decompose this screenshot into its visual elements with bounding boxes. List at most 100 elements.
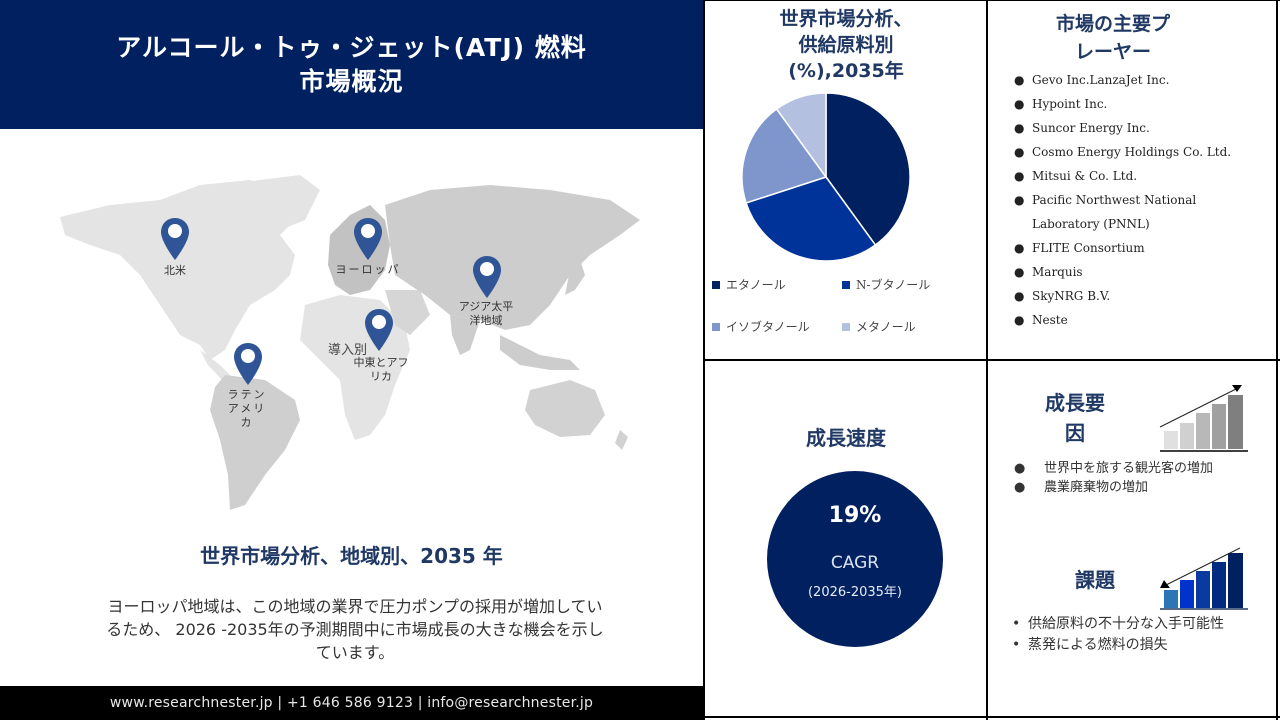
cagr-value: 19% (828, 503, 882, 528)
legend-swatch (842, 280, 850, 289)
cagr-circle: 19% CAGR (2026-2035年) (767, 471, 943, 647)
player-name: Suncor Energy Inc. (1032, 121, 1150, 135)
cagr-label: CAGR (830, 553, 880, 573)
feedstock-title-line1: 世界市場分析、 (779, 8, 913, 30)
player-item: ● Mitsui & Co. Ltd. (1010, 164, 1275, 188)
legend-label: N-ブタノール (856, 278, 931, 292)
challenge-item: • 蒸発による燃料の損失 (1010, 635, 1224, 656)
key-players-title: 市場の主要プ レーヤー (988, 10, 1238, 66)
greenland-landmass (220, 175, 320, 230)
player-item: ● Neste (1010, 308, 1275, 332)
region-analysis-title: 世界市場分析、地域別、2035 年 (200, 544, 503, 568)
player-name: Hypoint Inc. (1032, 97, 1108, 111)
divider-horizontal-middle (703, 359, 1280, 361)
divider-top (703, 0, 1280, 1)
growth-factor-item: ● 農業廃棄物の増加 (1010, 478, 1213, 497)
growth-factors-title-line1: 成長要 (1045, 391, 1105, 415)
player-item: ● Marquis (1010, 260, 1275, 284)
left-panel: アルコール・トゥ・ジェット(ATJ) 燃料 市場概況 (0, 0, 703, 720)
legend-swatch (842, 322, 850, 331)
challenge-text: 蒸発による燃料の損失 (1028, 637, 1168, 653)
north-america-landmass (60, 180, 300, 360)
bullet-icon: ● (1014, 73, 1025, 87)
map-pin-icon (473, 256, 501, 298)
map-overlay-label: 導入別 (328, 343, 368, 358)
bullet-icon: ● (1014, 121, 1025, 135)
player-name: SkyNRG B.V. (1032, 289, 1111, 303)
bullet-icon: ● (1014, 145, 1025, 159)
pie-slice (825, 92, 911, 247)
new-zealand-landmass (615, 430, 628, 450)
legend-item-ethanol: エタノール (712, 276, 786, 293)
southeast-asia-landmass (500, 335, 580, 370)
map-pin-icon (365, 309, 393, 351)
region-analysis-description: ヨーロッパ地域は、この地域の業界で圧力ポンプの採用が増加しているため、 2026… (106, 597, 604, 662)
legend-label: イソブタノール (726, 320, 810, 334)
player-item: ● Pacific Northwest National Laboratory (… (1010, 188, 1210, 236)
key-players-title-line1: 市場の主要プ (1055, 13, 1170, 35)
page-title-line2: 市場概況 (299, 66, 404, 96)
player-name: Cosmo Energy Holdings Co. Ltd. (1032, 145, 1232, 159)
map-pin-icon (354, 218, 382, 260)
pin-asia-pacific[interactable] (472, 256, 502, 298)
player-item: ● FLITE Consortium (1010, 236, 1275, 260)
player-name: Marquis (1032, 265, 1083, 279)
japan-landmass (565, 260, 585, 295)
bullet-icon: ● (1014, 169, 1025, 183)
bullet-icon: ● (1014, 480, 1026, 495)
bullet-icon: ● (1014, 289, 1025, 303)
pin-latin-america[interactable] (233, 343, 263, 385)
pin-label-asia-pacific: アジア太平 洋地域 (458, 300, 514, 327)
pin-label-north-america: 北米 (164, 264, 186, 277)
cagr-period: (2026-2035年) (807, 585, 902, 600)
pin-label-middle-east-africa: 中東とアフ リカ (353, 356, 409, 383)
challenge-text: 供給原料の不十分な入手可能性 (1028, 616, 1224, 632)
player-name: Pacific Northwest National Laboratory (P… (1032, 193, 1197, 231)
bullet-icon: • (1012, 616, 1021, 632)
growth-factors-title-line2: 因 (1065, 421, 1085, 445)
key-players-list: ● Gevo Inc.LanzaJet Inc. ● Hypoint Inc. ● S… (1010, 68, 1275, 332)
key-players-title-line2: レーヤー (1074, 41, 1151, 63)
bullet-icon: ● (1014, 193, 1025, 207)
pin-middle-east-africa[interactable] (364, 309, 394, 351)
legend-swatch (712, 280, 720, 289)
legend-swatch (712, 322, 720, 331)
india-landmass (450, 315, 480, 355)
growth-factors-title: 成長要 因 (1030, 388, 1120, 448)
bullet-icon: ● (1014, 265, 1025, 279)
player-item: ● Cosmo Energy Holdings Co. Ltd. (1010, 140, 1275, 164)
legend-label: エタノール (726, 278, 786, 292)
player-name: FLITE Consortium (1032, 241, 1145, 255)
player-name: Mitsui & Co. Ltd. (1032, 169, 1138, 183)
legend-item-n-butanol: N-ブタノール (842, 276, 930, 293)
feedstock-pie-chart (741, 92, 911, 262)
pie-slice (775, 92, 827, 180)
growth-factor-text: 世界中を旅する観光客の増加 (1044, 461, 1214, 476)
bullet-icon: ● (1014, 461, 1026, 476)
legend-item-methanol: メタノール (842, 318, 916, 335)
player-item: ● Hypoint Inc. (1010, 92, 1275, 116)
divider-vertical-edge (1276, 0, 1278, 720)
legend-item-isobutanol: イソブタノール (712, 318, 810, 335)
challenges-title: 課題 (1075, 568, 1115, 592)
footer-contact-bar: www.researchnester.jp | +1 646 586 9123 … (0, 686, 703, 720)
pin-label-latin-america: ラテン アメリ カ (227, 388, 267, 429)
player-name: Gevo Inc.LanzaJet Inc. (1032, 73, 1170, 87)
growth-bar-chart-icon (1159, 385, 1248, 452)
footer-contact-text[interactable]: www.researchnester.jp | +1 646 586 9123 … (109, 695, 594, 711)
map-pin-icon (161, 218, 189, 260)
feedstock-chart-title: 世界市場分析、 供給原料別 (%),2035年 (704, 6, 988, 84)
south-america-landmass (210, 375, 300, 510)
growth-rate-title: 成長速度 (806, 426, 886, 450)
middle-east-landmass (385, 290, 430, 335)
pin-europe[interactable] (353, 218, 383, 260)
world-map (60, 175, 640, 510)
feedstock-title-line2: 供給原料別 (798, 34, 894, 56)
bullet-icon: ● (1014, 313, 1025, 327)
feedstock-title-line3: (%),2035年 (788, 60, 904, 82)
growth-factors-list: ● 世界中を旅する観光客の増加 ● 農業廃棄物の増加 (1010, 459, 1213, 497)
bullet-icon: • (1012, 637, 1021, 653)
australia-landmass (525, 380, 605, 437)
pin-north-america[interactable] (160, 218, 190, 260)
challenge-bar-chart-icon (1160, 547, 1248, 610)
